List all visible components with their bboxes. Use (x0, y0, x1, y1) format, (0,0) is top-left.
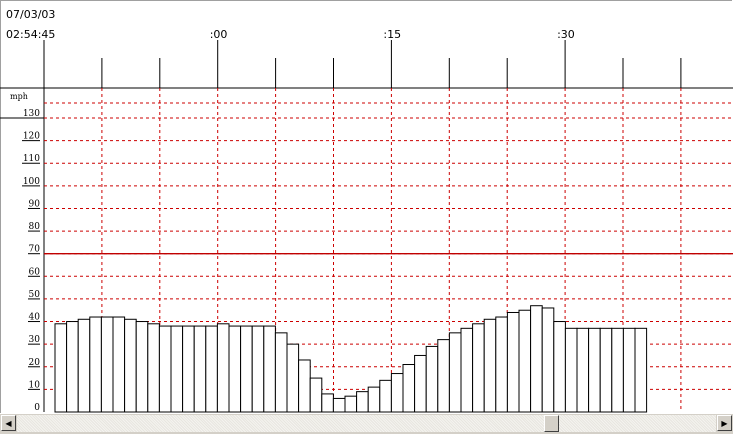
speed-bar (275, 333, 287, 412)
speed-bar (449, 333, 461, 412)
time-label: :00 (210, 28, 228, 41)
speed-bar (67, 322, 79, 412)
speed-bar (415, 355, 427, 412)
speed-bar (78, 319, 90, 412)
y-tick-label: 0 (34, 403, 40, 413)
speed-bar (287, 344, 299, 412)
speed-bar (345, 396, 357, 412)
speed-bar (310, 378, 322, 412)
speed-bar (635, 328, 647, 412)
speed-bar (438, 340, 450, 412)
speed-bar (507, 312, 519, 412)
y-unit-label: mph (10, 92, 28, 101)
speed-bar (357, 392, 369, 412)
speed-bar (623, 328, 635, 412)
speed-bar (496, 317, 508, 412)
speed-bar (55, 324, 67, 412)
speed-bar (333, 398, 345, 412)
speed-bar (519, 310, 531, 412)
speed-bar (542, 308, 554, 412)
speed-bar (241, 326, 253, 412)
speed-bar (473, 324, 485, 412)
speed-bar (600, 328, 612, 412)
speed-bar (101, 317, 113, 412)
scroll-thumb[interactable] (544, 415, 559, 432)
time-label: :15 (383, 28, 401, 41)
speed-bar (299, 360, 311, 412)
speed-bar (171, 326, 183, 412)
date-label: 07/03/03 (6, 8, 55, 21)
start-time-label: 02:54:45 (6, 28, 55, 41)
scroll-track[interactable] (17, 415, 716, 432)
speed-bar (612, 328, 624, 412)
speed-bar (368, 387, 380, 412)
arrow-right-icon[interactable]: ▶ (717, 415, 732, 431)
arrow-left-icon[interactable]: ◀ (1, 415, 16, 431)
time-label: :30 (557, 28, 575, 41)
speed-bar (531, 306, 543, 412)
speed-bar (217, 324, 229, 412)
speed-chart: 07/03/03 02:54:45 :00 :15 :30 mph 01020304… (0, 0, 733, 413)
speed-bar (391, 374, 403, 412)
speed-bar (206, 326, 218, 412)
time-header: 07/03/03 02:54:45 (6, 8, 55, 41)
speed-bar (113, 317, 125, 412)
speed-bar (565, 328, 577, 412)
speed-bar (125, 319, 137, 412)
speed-bar (194, 326, 206, 412)
horizontal-scrollbar[interactable]: ◀ ▶ (0, 413, 733, 434)
speed-bar (90, 317, 102, 412)
speed-bar (229, 326, 241, 412)
speed-bar (403, 365, 415, 412)
speed-bar (461, 328, 473, 412)
speed-bar (264, 326, 276, 412)
speed-bar (148, 324, 160, 412)
speed-bar (484, 319, 496, 412)
speed-bar (159, 326, 171, 412)
speed-bar (554, 322, 566, 412)
speed-bar (136, 322, 148, 412)
speed-bar (322, 394, 334, 412)
speed-bar (589, 328, 601, 412)
speed-bar (183, 326, 195, 412)
speed-bar (426, 346, 438, 412)
speed-bar (577, 328, 589, 412)
speed-bar (252, 326, 264, 412)
speed-bar (380, 380, 392, 412)
